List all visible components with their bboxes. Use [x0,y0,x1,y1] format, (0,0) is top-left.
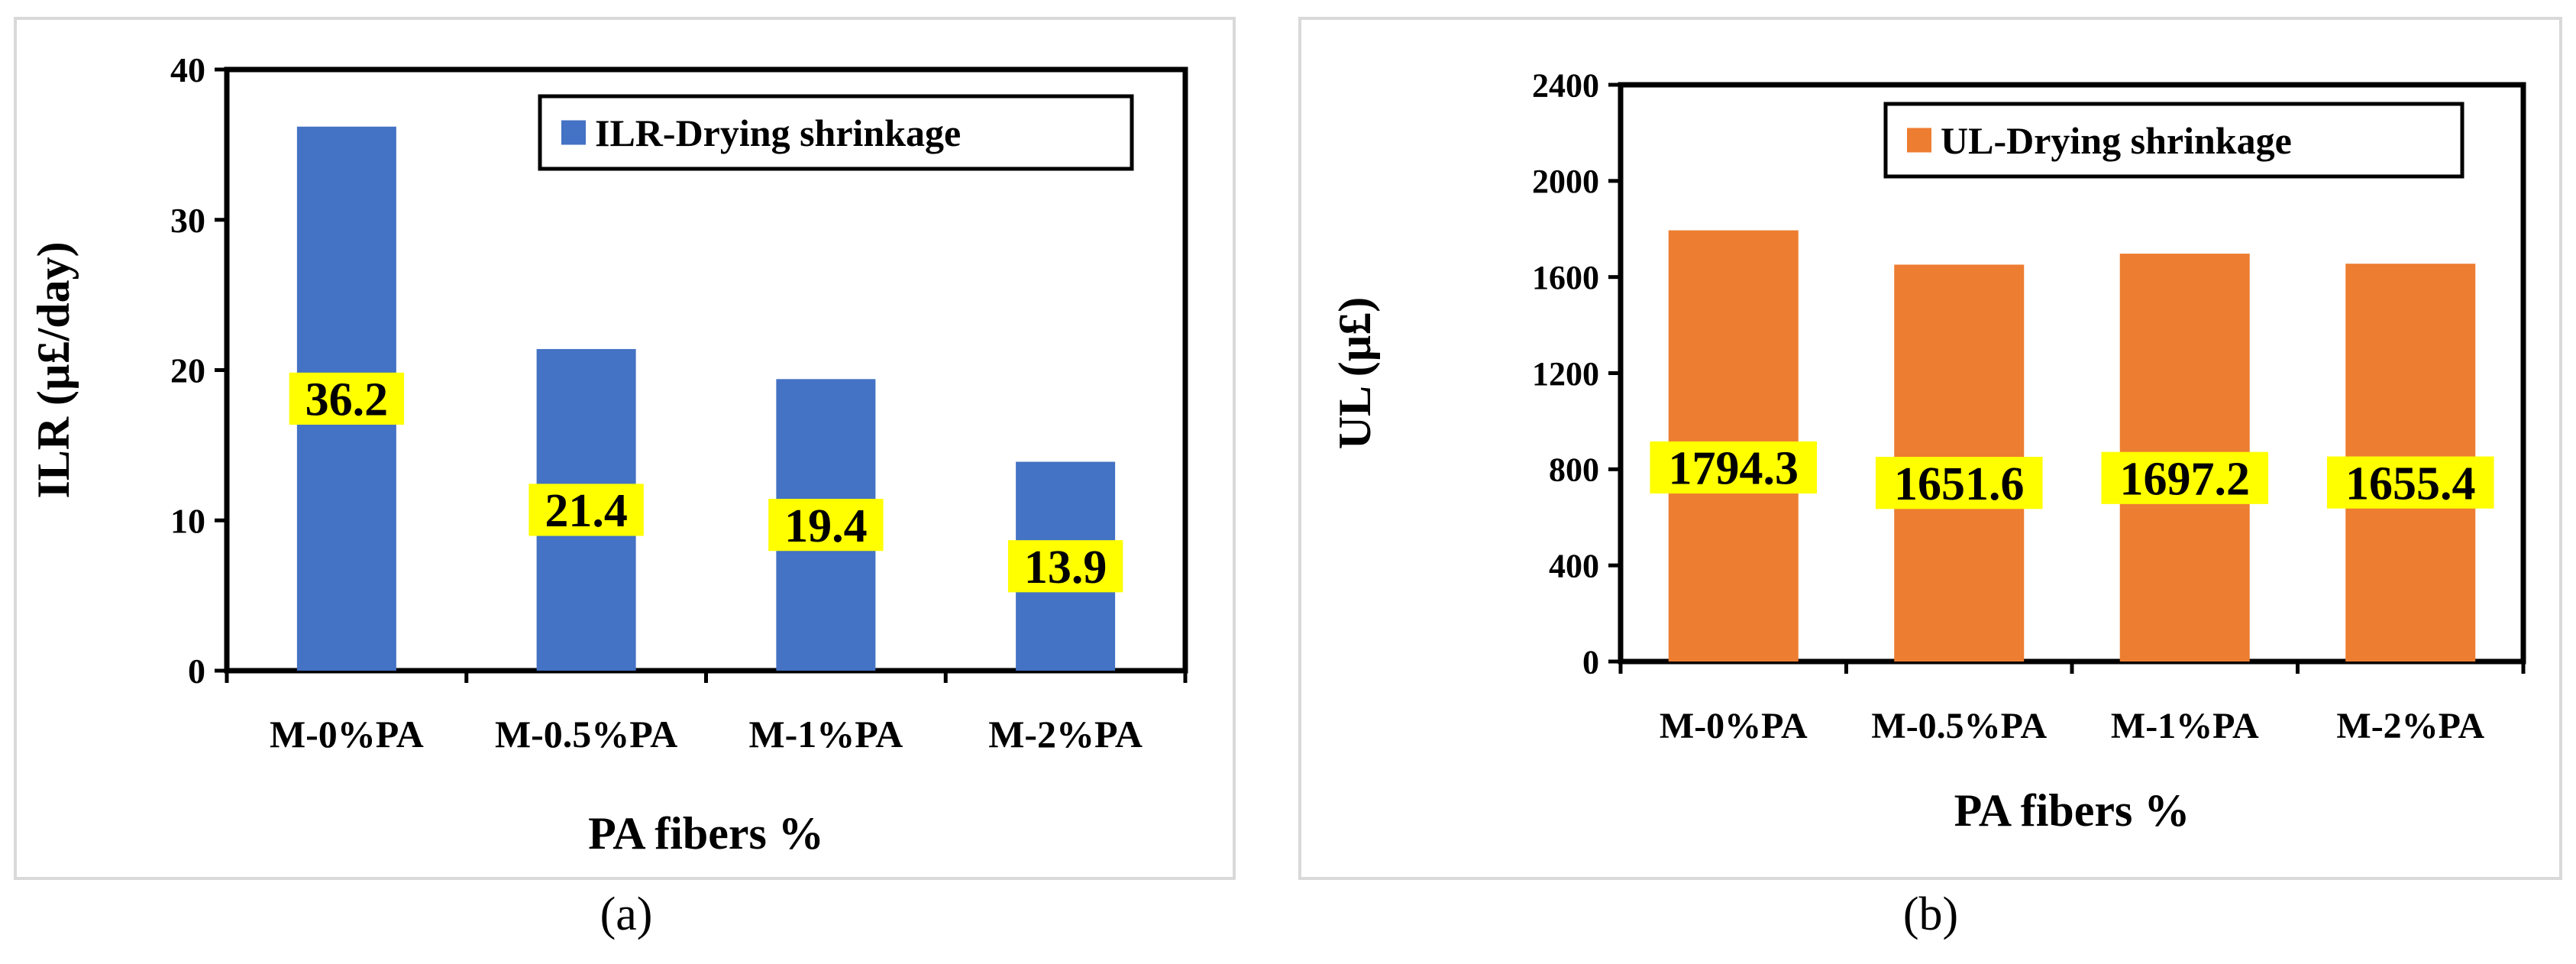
y-axis-title: ILR (µ£/day) [28,241,79,498]
data-label: 1655.4 [2345,458,2476,509]
legend-swatch [1907,128,1931,153]
data-label: 21.4 [545,485,628,537]
panel-caption-a: (a) [600,888,653,940]
x-tick-label: M-0.5%PA [1871,706,2047,746]
data-label-background [289,372,405,425]
legend-box [1883,102,2464,179]
x-tick-label: M-0.5%PA [495,713,677,755]
data-label-background [1650,441,1818,494]
y-tick-label: 30 [170,201,205,240]
y-tick-label: 10 [170,501,205,540]
data-label: 36.2 [305,374,389,426]
x-axis-title: PA fibers % [588,808,824,859]
data-label-background [1875,457,2043,509]
y-axis-title: UL (µ£) [1330,297,1380,450]
x-tick-label: M-0%PA [1660,706,1808,746]
x-tick-label: M-1%PA [2111,706,2259,746]
legend-label: UL-Drying shrinkage [1941,119,2292,162]
y-tick-label: 0 [188,652,205,691]
legend-swatch [561,120,586,145]
y-tick-label: 400 [1549,548,1599,585]
chart-panel-b: 0 400 800 1200 1600 2000 2400 M-0%PA 1794.3 M-0.5… [1298,17,2562,880]
y-tick-label: 40 [170,50,205,89]
chart-a-svg: 0 10 20 30 40 M-0%PA 36.2 M-0.5%PA 21.4 M-1%PA 19.… [28,50,1188,859]
y-tick-label: 20 [170,351,205,390]
data-label: 19.4 [784,500,868,552]
data-label: 1651.6 [1894,458,2025,510]
data-label-background [768,499,884,552]
data-label: 13.9 [1024,542,1107,594]
data-label-background [2326,456,2494,509]
data-label: 1794.3 [1669,443,1799,495]
chart-b-svg: 0 400 800 1200 1600 2000 2400 M-0%PA 1794.3 M-0.5… [1330,66,2526,836]
y-tick-label: 1200 [1532,355,1599,393]
y-tick-label: 1600 [1532,259,1599,296]
legend-label: ILR-Drying shrinkage [595,112,961,154]
data-label-background [1007,540,1123,593]
y-tick-label: 2400 [1532,66,1599,104]
x-axis-title: PA fibers % [1954,785,2190,836]
y-tick-label: 800 [1549,451,1599,489]
data-label-background [2101,451,2269,504]
y-tick-label: 2000 [1532,163,1599,200]
x-tick-label: M-2%PA [988,713,1143,755]
y-tick-label: 0 [1582,643,1599,681]
data-label: 1697.2 [2120,453,2251,505]
data-label-background [528,484,644,536]
x-tick-label: M-1%PA [748,713,903,755]
legend-box [538,94,1134,171]
x-tick-label: M-2%PA [2336,706,2484,746]
chart-panel-a: 0 10 20 30 40 M-0%PA 36.2 M-0.5%PA 21.4 M-1%PA 19.… [14,17,1236,880]
panel-caption-b: (b) [1902,888,1959,940]
x-tick-label: M-0%PA [270,713,424,755]
